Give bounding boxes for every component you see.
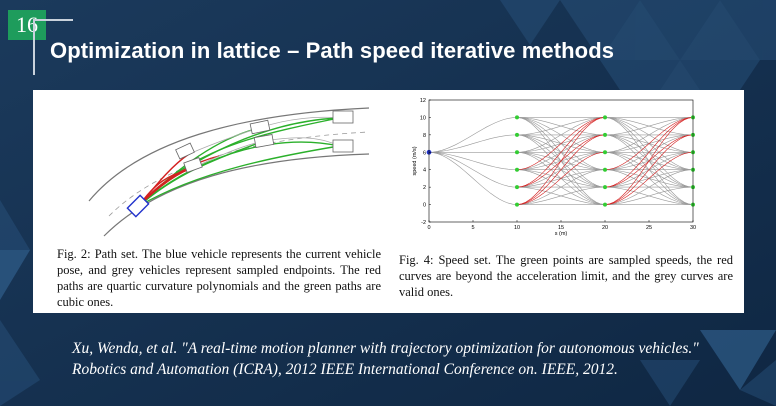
y-tick-label: 0 [423,203,426,209]
speed-set-caption: Fig. 4: Speed set. The green points are … [399,253,733,299]
y-tick-label: 8 [423,133,426,139]
sampled-speed-point [515,115,519,120]
citation: Xu, Wenda, et al. "A real-time motion pl… [72,338,752,380]
speed-curve [516,169,606,205]
y-tick-label: 6 [423,150,426,156]
figure-panel: 0 5 10 15 20 25 30 -2 0 2 4 6 8 10 12 s (m) speed (m/s) … [33,90,744,313]
green-paths [138,117,340,207]
speed-curve [604,134,694,188]
speed-curve [516,117,606,170]
speed-curve [516,117,606,153]
sampled-speed-point [515,150,519,155]
slide-number-badge: 16 [8,10,46,40]
y-tick-label: 4 [423,168,426,174]
speed-curve [428,152,518,170]
speed-curve [428,152,518,188]
speed-curve [604,169,694,205]
sampled-speed-point [603,185,607,190]
y-axis-label: speed (m/s) [412,146,418,175]
x-tick-label: 5 [471,225,474,231]
speed-curve [516,117,606,188]
speed-curve [604,186,694,205]
speed-curve [604,117,694,170]
path-set-caption: Fig. 2: Path set. The blue vehicle repre… [57,247,381,309]
speed-curve [428,117,518,153]
sampled-speed-point [603,202,607,207]
speed-curve [604,152,694,205]
speed-curve [428,152,518,205]
sampled-speed-point [515,132,519,137]
x-tick-label: 0 [427,225,430,231]
x-tick-label: 15 [558,225,564,231]
speed-curve [516,134,606,205]
speed-curve [604,117,694,153]
slide-title: Optimization in lattice – Path speed ite… [50,38,615,63]
slide-number: 16 [16,12,38,37]
x-tick-label: 25 [646,225,652,231]
sampled-speed-point [603,150,607,155]
speed-curve [604,134,694,205]
speed-curve [604,117,694,136]
citation-line-1: Xu, Wenda, et al. "A real-time motion pl… [72,340,699,357]
speed-curve [428,134,518,153]
x-axis-label: s (m) [555,231,568,237]
path-set-figure [88,107,369,237]
sampled-speed-point [515,202,519,207]
y-tick-label: 2 [423,185,426,191]
speed-curve [516,186,606,205]
sampled-endpoint-vehicles [175,110,354,173]
sampled-speed-point [515,167,519,172]
title-bracket-top [33,19,73,21]
badge-shape [8,10,46,40]
speed-curve [516,152,606,205]
sampled-speed-point [603,115,607,120]
y-tick-label: -2 [421,220,426,226]
speed-curve [516,117,606,136]
current-vehicle-icon [126,194,150,218]
citation-line-2: Robotics and Automation (ICRA), 2012 IEE… [72,361,618,378]
x-tick-label: 30 [690,225,696,231]
speed-curve [604,117,694,188]
sampled-speed-point [603,167,607,172]
sampled-speed-point [603,132,607,137]
sampled-speed-point [515,185,519,190]
y-tick-label: 10 [420,115,426,121]
speed-curve [516,134,606,188]
y-tick-label: 12 [420,98,426,104]
title-bracket-left [33,19,35,75]
x-tick-label: 20 [602,225,608,231]
x-tick-label: 10 [514,225,520,231]
